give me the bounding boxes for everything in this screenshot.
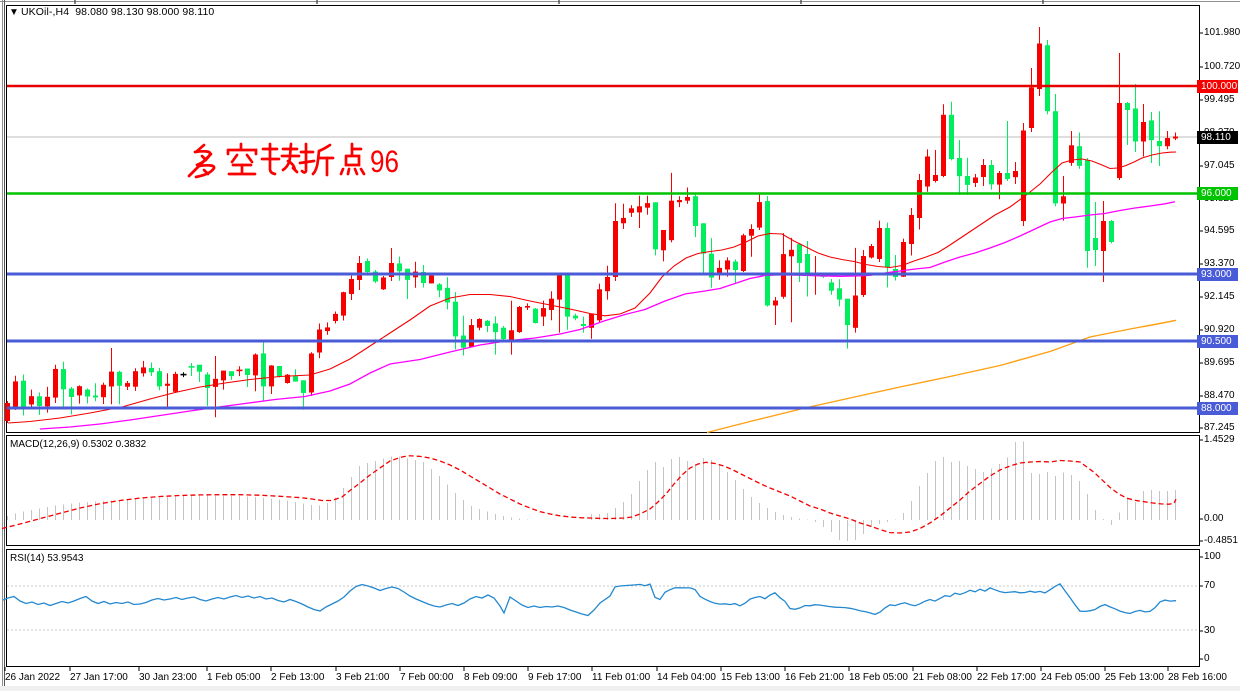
svg-text:96: 96 [370,144,399,179]
